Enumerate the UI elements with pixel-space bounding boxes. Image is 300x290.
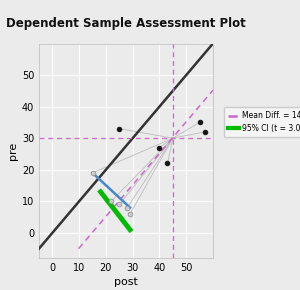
Point [117,126,122,131]
Point [157,145,162,150]
Point [202,130,207,134]
X-axis label: post: post [114,277,138,287]
Point [90,171,95,175]
Legend: Mean Diff. = 14.8, 95% CI (t = 3.07): Mean Diff. = 14.8, 95% CI (t = 3.07) [224,107,300,137]
Point [125,205,130,210]
Point [109,199,114,204]
Point [128,212,132,216]
Point [197,120,202,125]
Y-axis label: pre: pre [8,142,18,160]
Point [117,202,122,207]
Point [165,161,170,166]
Text: Dependent Sample Assessment Plot: Dependent Sample Assessment Plot [6,17,246,30]
